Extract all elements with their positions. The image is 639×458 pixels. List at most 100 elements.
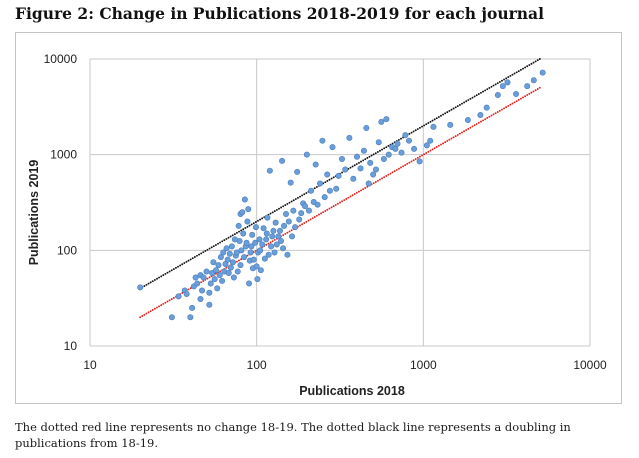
- doubling-dot: [225, 237, 228, 240]
- data-point: [206, 301, 213, 308]
- doubling-dot: [212, 245, 215, 248]
- no-change-dot: [461, 131, 463, 134]
- doubling-dot: [353, 164, 356, 167]
- doubling-dot: [217, 242, 219, 245]
- data-point: [402, 132, 409, 139]
- no-change-dot: [526, 94, 529, 96]
- no-change-dot: [530, 91, 533, 94]
- doubling-dot: [162, 274, 165, 277]
- data-point: [329, 144, 336, 151]
- doubling-dot: [379, 149, 381, 152]
- doubling-dot: [172, 268, 175, 271]
- no-change-dot: [534, 89, 537, 92]
- data-point: [303, 151, 310, 158]
- doubling-dot: [374, 152, 377, 155]
- doubling-dot: [410, 131, 413, 134]
- no-change-dot: [505, 106, 508, 109]
- no-change-dot: [503, 107, 506, 110]
- data-point: [290, 207, 297, 214]
- doubling-dot: [484, 89, 487, 92]
- data-point: [247, 249, 254, 256]
- no-change-dot: [501, 108, 503, 111]
- data-point: [285, 218, 292, 225]
- doubling-dot: [503, 78, 506, 81]
- no-change-dot: [522, 96, 524, 99]
- doubling-dot: [467, 99, 470, 102]
- doubling-dot: [170, 269, 173, 272]
- no-change-dot: [507, 104, 510, 107]
- no-change-dot: [448, 138, 451, 141]
- doubling-dot: [494, 83, 497, 86]
- doubling-dot: [280, 206, 283, 209]
- doubling-dot: [208, 247, 211, 250]
- doubling-dot: [189, 258, 192, 261]
- no-change-dot: [414, 158, 417, 160]
- no-change-dot: [494, 112, 497, 115]
- doubling-dot: [288, 201, 291, 204]
- tick-labels: 10 100 1000 10000 10 100 1000 10000: [44, 52, 607, 372]
- data-point: [464, 117, 471, 124]
- doubling-dot: [185, 260, 188, 263]
- data-point: [246, 280, 253, 287]
- no-change-dot: [164, 301, 167, 304]
- doubling-dot: [223, 239, 226, 242]
- no-change-dot: [381, 177, 384, 180]
- doubling-dot: [370, 154, 373, 157]
- doubling-dot: [153, 279, 156, 281]
- doubling-dot: [492, 84, 495, 87]
- data-point: [194, 280, 201, 287]
- doubling-dot: [349, 166, 352, 169]
- data-point: [423, 142, 430, 149]
- data-point: [314, 201, 321, 208]
- doubling-dot: [397, 138, 400, 141]
- data-point: [333, 185, 340, 192]
- no-change-dot: [410, 160, 413, 163]
- no-change-dot: [307, 219, 310, 222]
- doubling-dot: [278, 207, 280, 210]
- no-change-dot: [139, 316, 142, 319]
- no-change-dot: [284, 232, 287, 235]
- no-change-dot: [246, 254, 249, 257]
- no-change-dot: [473, 124, 476, 127]
- no-change-dot: [303, 222, 306, 224]
- doubling-dot: [538, 58, 541, 60]
- no-change-dot: [528, 92, 531, 95]
- doubling-dot: [301, 194, 304, 197]
- no-change-dot: [427, 150, 430, 153]
- no-change-dot: [391, 171, 394, 174]
- doubling-dot: [360, 160, 362, 163]
- x-tick-label: 10: [83, 358, 97, 372]
- no-change-dot: [498, 109, 501, 112]
- data-point: [197, 295, 204, 302]
- doubling-dot: [465, 100, 468, 103]
- doubling-dot: [526, 65, 529, 68]
- y-tick-label: 10: [64, 339, 78, 353]
- doubling-dot: [214, 243, 217, 246]
- data-point: [524, 83, 531, 90]
- no-change-dot: [446, 139, 449, 142]
- doubling-dot: [444, 112, 447, 115]
- doubling-dot: [299, 195, 301, 198]
- data-point: [271, 249, 278, 256]
- data-point: [245, 206, 252, 213]
- no-change-dot: [282, 234, 285, 237]
- no-change-dot: [408, 161, 411, 164]
- no-change-dot: [364, 187, 367, 189]
- doubling-dot: [372, 153, 375, 156]
- data-point: [264, 214, 271, 221]
- data-point: [215, 262, 222, 269]
- doubling-dot: [412, 130, 415, 133]
- doubling-dot: [431, 119, 434, 122]
- data-point: [189, 304, 196, 311]
- data-point: [298, 210, 305, 217]
- no-change-dot: [330, 206, 333, 209]
- no-change-dot: [349, 195, 352, 198]
- doubling-dot: [296, 196, 299, 199]
- doubling-dot: [177, 265, 179, 268]
- no-change-dot: [355, 191, 358, 194]
- doubling-dot: [519, 68, 522, 71]
- doubling-dot: [198, 253, 201, 256]
- data-point: [249, 231, 256, 238]
- no-change-dot: [301, 223, 304, 226]
- data-point: [447, 121, 454, 128]
